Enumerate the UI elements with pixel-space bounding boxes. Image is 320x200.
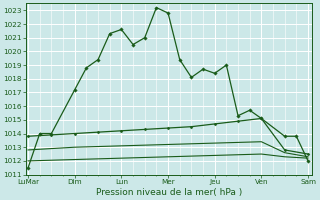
X-axis label: Pression niveau de la mer( hPa ): Pression niveau de la mer( hPa ): [96, 188, 242, 197]
